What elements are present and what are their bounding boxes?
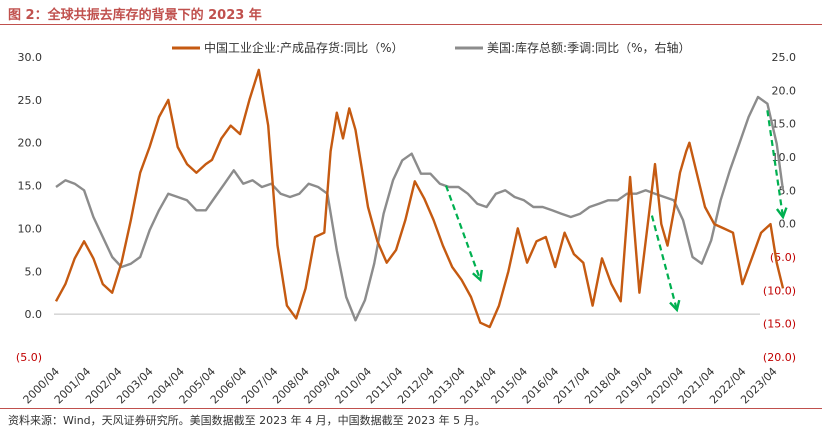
series-lines xyxy=(54,68,785,329)
y-left-tick-label: (5.0) xyxy=(16,351,42,364)
series-line-us-inventory xyxy=(55,95,785,322)
y-left-tick-label: 15.0 xyxy=(18,180,43,193)
axes: (5.0) 0.0 5.0 10.0 15.0 20.0 25.0 30.0 (20.0) (15… xyxy=(16,51,796,406)
trend-arrow-head xyxy=(775,207,788,220)
source-note: 资料来源：Wind，天风证券研究所。美国数据截至 2023 年 4 月，中国数据… xyxy=(8,414,486,427)
chart-title: 图 2：全球共振去库存的背景下的 2023 年 xyxy=(8,8,262,23)
legend-label-china: 中国工业企业:产成品存货:同比（%） xyxy=(204,40,404,55)
title-divider xyxy=(0,24,822,25)
y-left-tick-label: 20.0 xyxy=(18,137,43,150)
y-right-tick-label: 25.0 xyxy=(772,51,797,64)
y-right-tick-label: (10.0) xyxy=(763,284,796,297)
y-left-tick-label: 10.0 xyxy=(18,222,43,235)
legend: 中国工业企业:产成品存货:同比（%） 美国:库存总额:季调:同比（%，右轴） xyxy=(172,40,691,55)
y-right-tick-label: (15.0) xyxy=(763,318,796,331)
y-left-tick-label: 0.0 xyxy=(25,308,43,321)
y-right-tick-label: (5.0) xyxy=(770,251,796,264)
trend-arrow-shaft xyxy=(444,185,482,281)
trend-arrow-head xyxy=(669,299,681,313)
trend-arrow-head xyxy=(472,269,484,283)
trend-arrows xyxy=(444,110,788,313)
y-left-tick-label: 25.0 xyxy=(18,94,43,107)
trend-arrow-shaft xyxy=(766,110,785,218)
series-line-china-inventory xyxy=(54,68,785,329)
trend-arrow-shaft xyxy=(650,215,678,311)
legend-label-us: 美国:库存总额:季调:同比（%，右轴） xyxy=(487,40,691,55)
y-left-tick-label: 30.0 xyxy=(18,51,43,64)
source-divider xyxy=(0,408,822,409)
y-right-tick-label: 20.0 xyxy=(772,84,797,97)
y-right-tick-label: 15.0 xyxy=(772,118,797,131)
y-right-tick-label: 0.0 xyxy=(779,218,797,231)
y-right-tick-label: (20.0) xyxy=(763,351,796,364)
y-right-tick-label: 5.0 xyxy=(779,184,797,197)
y-left-tick-label: 5.0 xyxy=(25,265,43,278)
